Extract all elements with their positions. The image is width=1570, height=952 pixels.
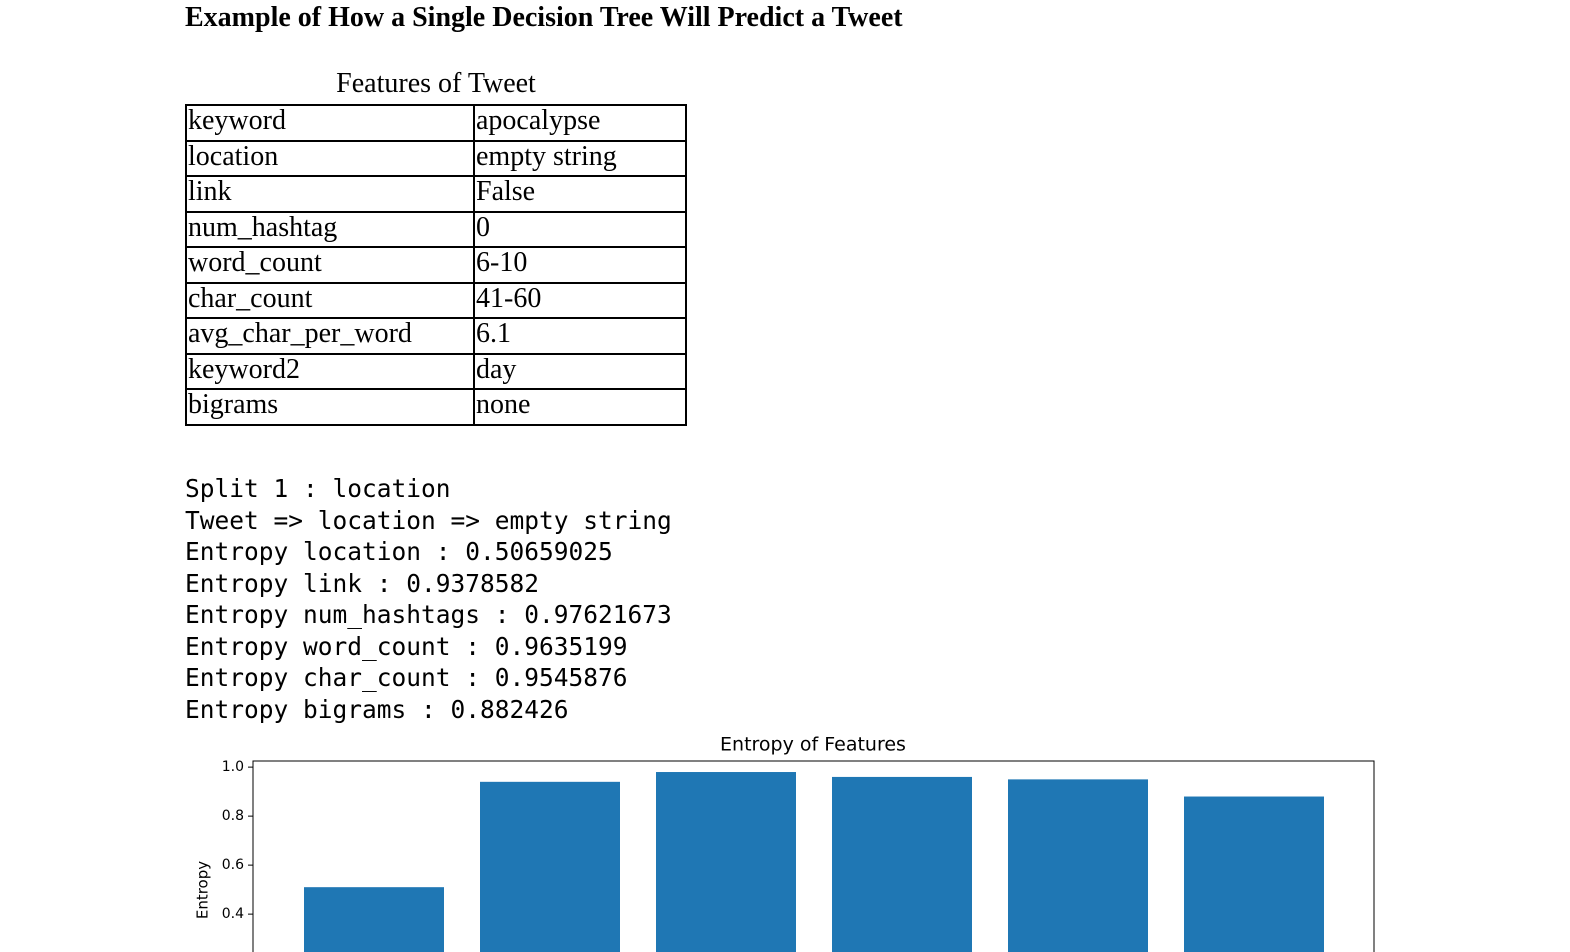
bar [1008,779,1148,952]
table-row: avg_char_per_word 6.1 [185,317,687,355]
feature-name: location [185,139,475,177]
y-axis-label: Entropy [194,861,212,919]
feature-value: empty string [473,139,687,177]
feature-name: word_count [185,246,475,284]
bar [1184,796,1324,952]
code-line: Entropy link : 0.9378582 [185,568,540,598]
feature-name: keyword [185,104,475,142]
bar [656,772,796,952]
feature-table: keyword apocalypse location empty string lin… [185,104,687,426]
table-row: word_count 6-10 [185,246,687,284]
bar [832,776,972,952]
feature-value: none [473,388,687,426]
table-row: keyword apocalypse [185,104,687,142]
bar [304,887,444,952]
table-row: link False [185,175,687,213]
table-row: keyword2 day [185,352,687,390]
page-title: Example of How a Single Decision Tree Wi… [185,2,903,33]
table-caption: Features of Tweet [336,68,536,99]
feature-value: 6-10 [473,246,687,284]
feature-value: 41-60 [473,281,687,319]
code-line: Entropy bigrams : 0.882426 [185,694,569,724]
code-output: Split 1 : location Tweet => location => e… [185,473,672,725]
feature-name: bigrams [185,388,475,426]
code-line: Entropy char_count : 0.9545876 [185,663,628,692]
feature-value: apocalypse [473,104,687,142]
y-tick-label: 1.0 [222,759,244,775]
table-row: location empty string [185,139,687,177]
feature-value: 6.1 [473,317,687,355]
table-row: char_count 41-60 [185,281,687,319]
plot-area [252,760,1375,952]
code-line: Split 1 : location [185,474,451,503]
feature-value: day [473,352,687,390]
feature-value: 0 [473,210,687,248]
table-row: bigrams none [185,388,687,426]
feature-name: link [185,175,475,213]
code-line: Entropy num_hashtags : 0.97621673 [185,600,672,629]
code-line: Entropy word_count : 0.9635199 [185,631,628,661]
y-tick-label: 0.6 [222,857,244,873]
bar [480,781,620,952]
feature-name: avg_char_per_word [185,317,475,355]
feature-value: False [473,175,687,213]
feature-name: char_count [185,281,475,319]
code-line: Entropy location : 0.50659025 [185,537,613,566]
y-tick-label: 0.8 [222,808,244,824]
y-tick-label: 0.4 [222,906,244,922]
feature-name: num_hashtag [185,210,475,248]
table-row: num_hashtag 0 [185,210,687,248]
chart-title: Entropy of Features [720,734,906,756]
feature-name: keyword2 [185,352,475,390]
code-line: Tweet => location => empty string [185,505,672,535]
